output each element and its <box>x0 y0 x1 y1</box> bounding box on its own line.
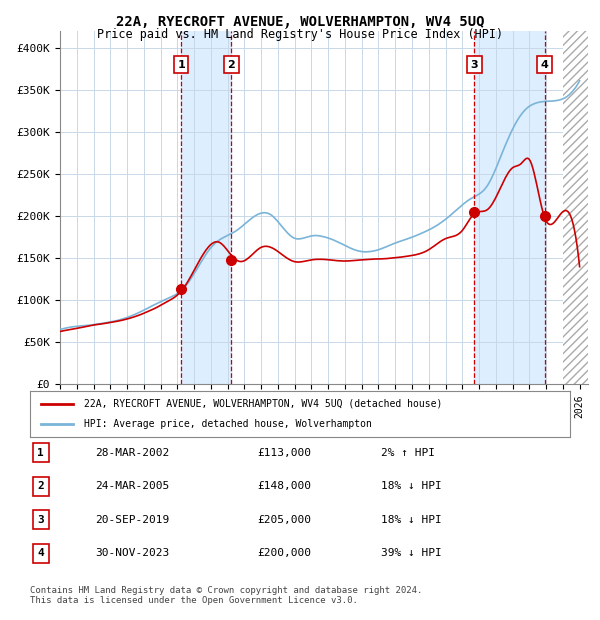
Text: 2: 2 <box>227 60 235 69</box>
Text: 28-MAR-2002: 28-MAR-2002 <box>95 448 169 458</box>
Text: £200,000: £200,000 <box>257 548 311 558</box>
Text: 2% ↑ HPI: 2% ↑ HPI <box>381 448 435 458</box>
Text: 18% ↓ HPI: 18% ↓ HPI <box>381 481 442 491</box>
Bar <box>563 31 596 384</box>
Bar <box>475 31 545 384</box>
Text: £148,000: £148,000 <box>257 481 311 491</box>
Text: Price paid vs. HM Land Registry's House Price Index (HPI): Price paid vs. HM Land Registry's House … <box>97 28 503 41</box>
Text: 22A, RYECROFT AVENUE, WOLVERHAMPTON, WV4 5UQ (detached house): 22A, RYECROFT AVENUE, WOLVERHAMPTON, WV4… <box>84 399 442 409</box>
Bar <box>563 31 596 384</box>
Text: 39% ↓ HPI: 39% ↓ HPI <box>381 548 442 558</box>
Text: 4: 4 <box>541 60 548 69</box>
Text: 3: 3 <box>37 515 44 525</box>
Text: 24-MAR-2005: 24-MAR-2005 <box>95 481 169 491</box>
Text: 2: 2 <box>37 481 44 491</box>
Text: £113,000: £113,000 <box>257 448 311 458</box>
Text: 18% ↓ HPI: 18% ↓ HPI <box>381 515 442 525</box>
Text: 1: 1 <box>178 60 185 69</box>
Text: 30-NOV-2023: 30-NOV-2023 <box>95 548 169 558</box>
Text: 3: 3 <box>470 60 478 69</box>
Bar <box>181 31 232 384</box>
Text: Contains HM Land Registry data © Crown copyright and database right 2024.
This d: Contains HM Land Registry data © Crown c… <box>30 586 422 605</box>
Text: 20-SEP-2019: 20-SEP-2019 <box>95 515 169 525</box>
Text: 22A, RYECROFT AVENUE, WOLVERHAMPTON, WV4 5UQ: 22A, RYECROFT AVENUE, WOLVERHAMPTON, WV4… <box>116 16 484 30</box>
Text: 1: 1 <box>37 448 44 458</box>
Text: £205,000: £205,000 <box>257 515 311 525</box>
Text: 4: 4 <box>37 548 44 558</box>
Text: HPI: Average price, detached house, Wolverhampton: HPI: Average price, detached house, Wolv… <box>84 419 372 429</box>
